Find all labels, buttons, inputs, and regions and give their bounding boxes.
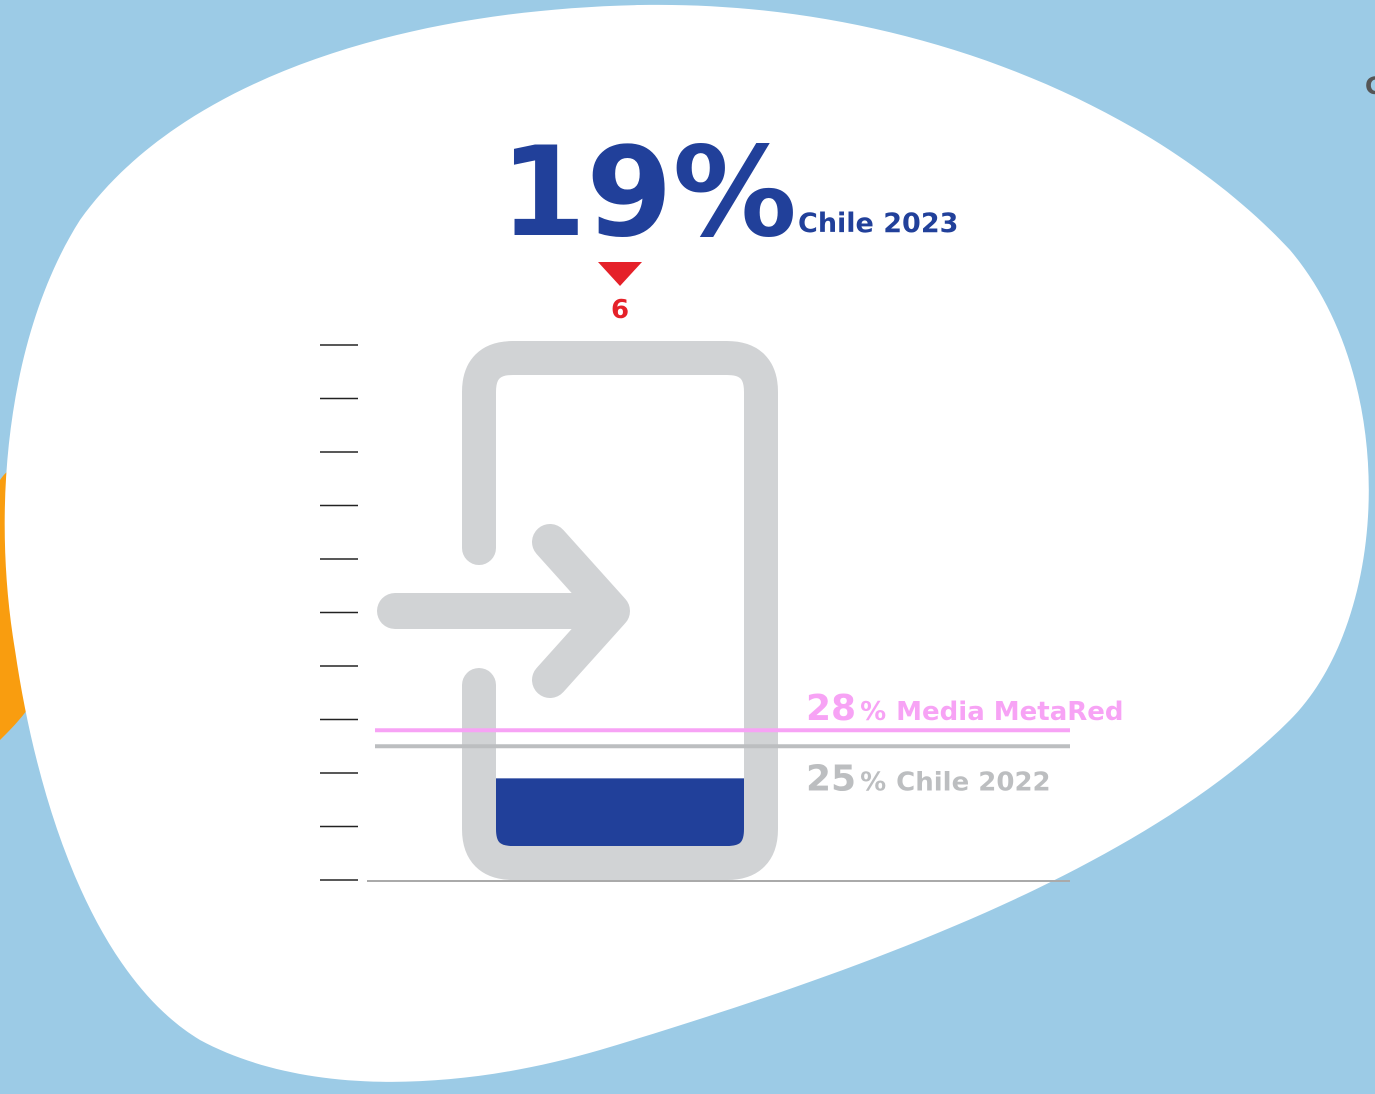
headline-label: Chile 2023 [798,208,958,239]
white-blob [4,4,1369,1082]
arrow-icon [377,524,630,698]
reference-value: 28 [806,688,856,729]
reference-unit: % [860,767,886,797]
change-arrow [598,262,642,286]
edge-text: C [1365,72,1375,100]
reference-label: 28% Media MetaRed [806,688,1124,729]
headline-value: 19% [500,121,797,265]
reference-name: Chile 2022 [896,767,1050,797]
change-value: 6 [611,295,629,325]
phone-outline [462,341,778,880]
value-bar [496,778,745,846]
reference-label: 25% Chile 2022 [806,758,1051,799]
reference-value: 25 [806,758,856,799]
reference-name: Media MetaRed [896,697,1123,727]
reference-unit: % [860,697,886,727]
